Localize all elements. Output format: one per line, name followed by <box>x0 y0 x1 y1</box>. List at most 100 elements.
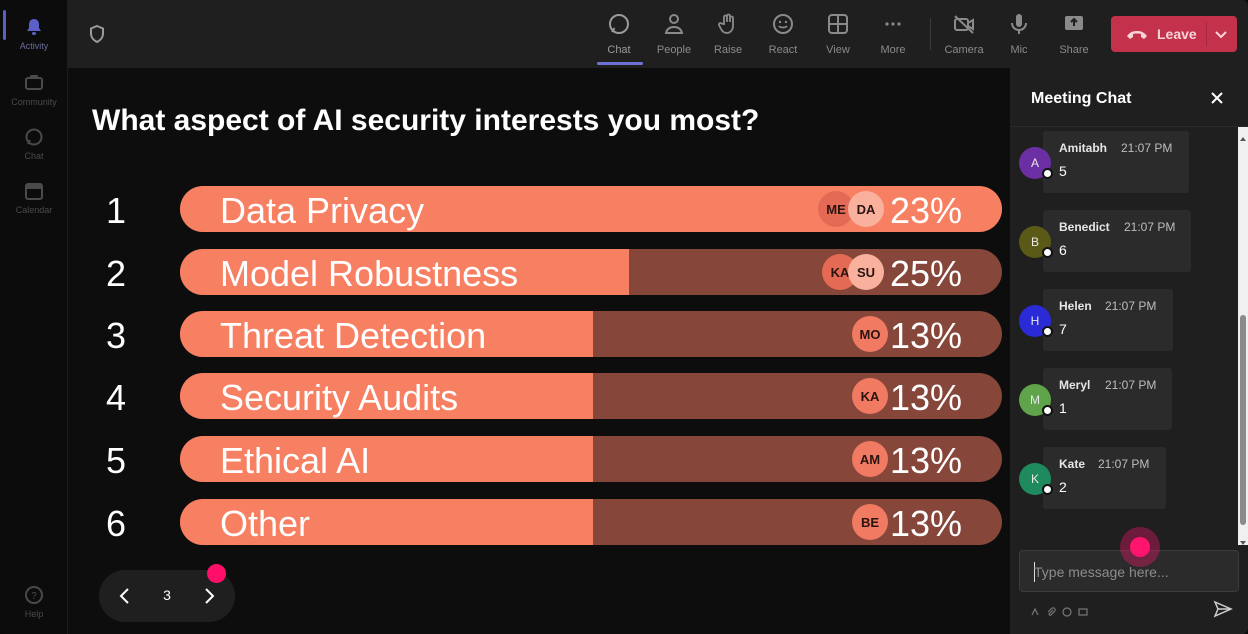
toolbar-label: More <box>880 44 906 56</box>
send-icon[interactable] <box>1213 599 1233 619</box>
toolbar-label: View <box>826 44 850 56</box>
gif-icon[interactable] <box>1078 604 1088 616</box>
chat-message: Benedict 21:07 PM 6 B <box>1010 210 1238 274</box>
emoji-icon[interactable] <box>1062 604 1072 617</box>
option-label: Other <box>220 503 311 544</box>
leave-label: Leave <box>1157 26 1197 42</box>
message-text: 5 <box>1059 163 1067 179</box>
rail-item-chat[interactable]: Chat <box>0 116 68 172</box>
raise-hand-button[interactable]: Raise <box>703 10 753 60</box>
rail-label: Calendar <box>15 205 53 215</box>
poll-option[interactable]: 1 Data Privacy ME DA 23% <box>68 186 1010 234</box>
presence-status <box>1042 405 1053 416</box>
message-text: 6 <box>1059 242 1067 258</box>
mic-button[interactable]: Mic <box>994 10 1044 60</box>
message-bubble: Helen 21:07 PM 7 <box>1043 289 1173 351</box>
svg-text:?: ? <box>31 591 37 602</box>
message-time: 21:07 PM <box>1121 141 1173 155</box>
option-label: Ethical AI <box>220 440 371 481</box>
option-number: 5 <box>106 440 127 481</box>
poll-question: What aspect of AI security interests you… <box>92 104 760 137</box>
share-button[interactable]: Share <box>1049 10 1099 60</box>
option-percent: 23% <box>889 190 962 231</box>
sender-name: Kate <box>1059 457 1086 471</box>
camera-off-icon <box>952 12 976 36</box>
rail-item-community[interactable]: Community <box>0 62 68 118</box>
option-bar-fill <box>180 373 594 419</box>
prev-slide-button[interactable] <box>113 584 137 608</box>
rail-item-help[interactable]: ? Help <box>0 574 68 630</box>
message-text: 7 <box>1059 321 1067 337</box>
option-label: Model Robustness <box>220 253 519 294</box>
close-icon[interactable] <box>1208 89 1226 107</box>
format-icon[interactable] <box>1030 604 1040 616</box>
chat-icon <box>23 126 45 148</box>
left-rail: Activity Community Chat Calendar ? Help <box>0 0 68 634</box>
rail-label: Community <box>11 97 57 107</box>
view-button[interactable]: View <box>813 10 863 60</box>
scroll-up-arrow-icon[interactable] <box>1239 130 1247 141</box>
toolbar-label: Camera <box>944 44 984 56</box>
option-percent: 13% <box>889 503 962 544</box>
option-bar-fill <box>180 311 594 357</box>
voter-avatar: MO <box>852 316 888 352</box>
option-label: Security Audits <box>220 377 459 418</box>
message-text: 2 <box>1059 479 1067 495</box>
rail-item-activity[interactable]: Activity <box>0 6 68 62</box>
phone-hangup-icon <box>1125 27 1149 41</box>
poll-option[interactable]: 6 Other BE 13% <box>68 499 1010 547</box>
voter-avatar: AM <box>852 441 888 477</box>
rail-item-calendar[interactable]: Calendar <box>0 170 68 226</box>
option-bar-fill <box>180 249 629 295</box>
chat-button[interactable]: Chat <box>594 10 644 60</box>
chat-message-list[interactable]: Amitabh 21:07 PM 5 A Benedict 21:07 PM 6… <box>1010 127 1238 545</box>
sender-name: Meryl <box>1059 378 1091 392</box>
poll-option[interactable]: 4 Security Audits KA 13% <box>68 373 1010 421</box>
message-time: 21:07 PM <box>1098 457 1150 471</box>
sender-name: Amitabh <box>1059 141 1107 155</box>
shield-icon[interactable] <box>87 24 107 44</box>
voter-avatar: DA <box>848 191 884 227</box>
message-time: 21:07 PM <box>1105 299 1157 313</box>
toolbar-label: React <box>768 44 798 56</box>
option-number: 3 <box>106 315 127 356</box>
camera-button[interactable]: Camera <box>939 10 989 60</box>
message-bubble: Amitabh 21:07 PM 5 <box>1043 131 1189 193</box>
option-number: 4 <box>106 377 127 418</box>
calendar-icon <box>23 180 45 202</box>
rail-active-indicator <box>3 10 6 40</box>
people-icon <box>662 12 686 36</box>
chat-message-input[interactable] <box>1034 562 1224 582</box>
grid-icon <box>826 12 850 36</box>
message-bubble: Kate 21:07 PM 2 <box>1043 447 1166 509</box>
poll-option[interactable]: 3 Threat Detection MO 13% <box>68 311 1010 359</box>
chat-message: Meryl 21:07 PM 1 M <box>1010 368 1238 432</box>
option-bar: Security Audits KA 13% <box>180 373 1002 419</box>
people-button[interactable]: People <box>649 10 699 60</box>
slide-number: 3 <box>163 587 171 603</box>
chat-message: Helen 21:07 PM 7 H <box>1010 289 1238 353</box>
scroll-down-arrow-icon[interactable] <box>1239 534 1247 545</box>
chat-scrollbar[interactable] <box>1238 127 1248 545</box>
message-bubble: Benedict 21:07 PM 6 <box>1043 210 1191 272</box>
poll-stage: What aspect of AI security interests you… <box>68 68 1010 634</box>
attach-icon[interactable] <box>1046 604 1056 616</box>
format-toolbar <box>1030 604 1088 617</box>
meeting-toolbar: Chat People Raise React View <box>68 0 1248 68</box>
scrollbar-thumb[interactable] <box>1240 315 1246 525</box>
react-button[interactable]: React <box>758 10 808 60</box>
leave-button[interactable]: Leave <box>1111 16 1237 52</box>
community-icon <box>23 72 45 94</box>
chevron-down-icon[interactable] <box>1213 26 1229 42</box>
chat-compose-box <box>1019 550 1239 592</box>
toolbar-label: Chat <box>607 44 631 56</box>
chat-icon <box>607 12 631 36</box>
next-slide-button[interactable] <box>197 584 221 608</box>
more-button[interactable]: More <box>868 10 918 60</box>
poll-option[interactable]: 2 Model Robustness KA SU 25% <box>68 249 1010 297</box>
poll-option[interactable]: 5 Ethical AI AM 13% <box>68 436 1010 484</box>
option-bar: Ethical AI AM 13% <box>180 436 1002 482</box>
presence-status <box>1042 484 1053 495</box>
chat-message: Amitabh 21:07 PM 5 A <box>1010 131 1238 195</box>
bell-icon <box>23 16 45 38</box>
